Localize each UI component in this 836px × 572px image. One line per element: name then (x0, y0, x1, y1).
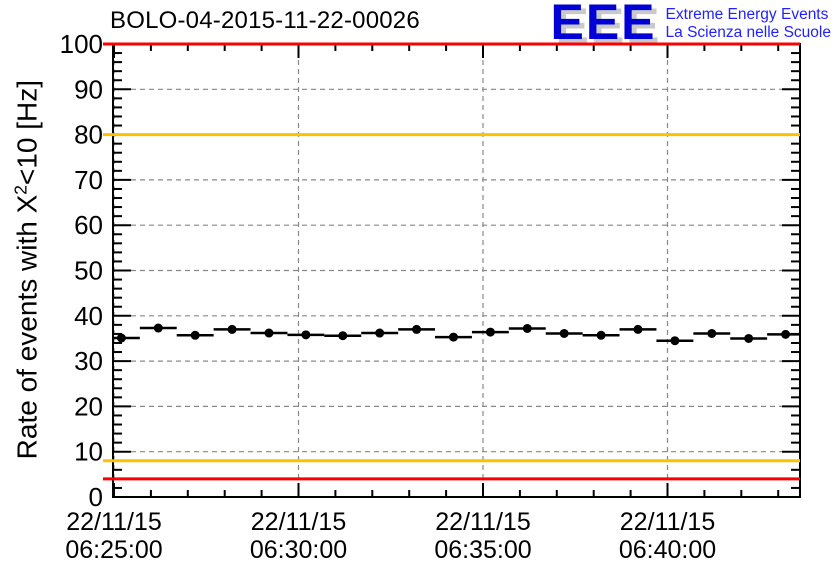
x-tick-label-time: 06:30:00 (250, 536, 347, 564)
y-tick-label: 80 (74, 120, 103, 150)
data-point (633, 324, 643, 334)
data-point (412, 324, 422, 334)
y-tick-label: 0 (89, 482, 103, 512)
y-tick-label: 90 (74, 74, 103, 104)
data-point (338, 331, 348, 341)
data-point (485, 327, 495, 337)
data-point (116, 333, 126, 343)
data-point (744, 333, 754, 343)
data-point (448, 332, 458, 342)
data-point (522, 323, 532, 333)
data-point (670, 336, 680, 346)
data-point (227, 324, 237, 334)
eee-logo-subtitle: Extreme Energy Events La Scienza nelle S… (666, 2, 831, 41)
x-tick-label-date: 22/11/15 (620, 508, 715, 536)
y-tick-label: 100 (60, 29, 103, 59)
data-point (596, 330, 606, 340)
y-tick-label: 50 (74, 256, 103, 286)
data-point (190, 330, 200, 340)
x-tick-label-date: 22/11/15 (66, 508, 161, 536)
y-tick-label: 40 (74, 301, 103, 331)
y-tick-label: 20 (74, 391, 103, 421)
eee-logo-line2: La Scienza nelle Scuole (665, 23, 831, 41)
data-point (153, 323, 163, 333)
x-tick-label-date: 22/11/15 (435, 508, 530, 536)
eee-logo-line1: Extreme Energy Events (665, 6, 829, 23)
data-point (301, 330, 311, 340)
eee-logo-acronym: EEE (550, 0, 657, 50)
page-title: BOLO-04-2015-11-22-00026 (110, 7, 420, 34)
data-point (781, 329, 791, 339)
data-point (559, 328, 569, 338)
x-tick-label-time: 06:35:00 (434, 536, 531, 564)
y-tick-label: 30 (74, 346, 103, 376)
y-tick-label: 60 (74, 210, 103, 240)
eee-logo: EEE Extreme Energy Events La Scienza nel… (550, 0, 831, 50)
x-tick-label-time: 06:25:00 (65, 536, 162, 564)
y-tick-label: 10 (74, 437, 103, 467)
x-tick-label-date: 22/11/15 (251, 508, 346, 536)
data-point (264, 328, 274, 338)
data-point (375, 328, 385, 338)
x-tick-label-time: 06:40:00 (619, 536, 716, 564)
data-point (707, 328, 717, 338)
y-tick-label: 70 (74, 165, 103, 195)
